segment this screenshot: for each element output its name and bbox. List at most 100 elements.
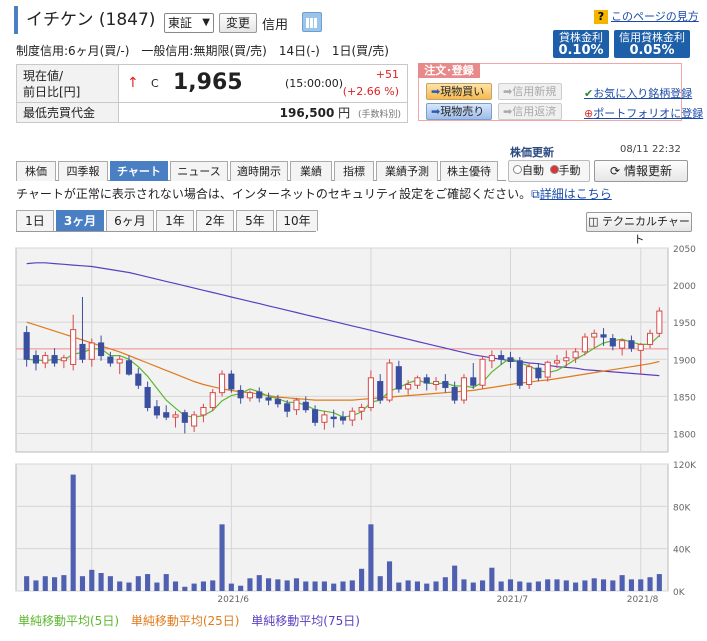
candle-body (628, 340, 635, 349)
detail-link[interactable]: 詳細はこちら (539, 187, 612, 201)
candle-body (414, 377, 421, 386)
price-tick-label: 2000 (673, 282, 696, 292)
candle-body (498, 355, 505, 360)
period-1y[interactable]: 1年 (156, 210, 194, 231)
volume-tick-label: 80K (673, 503, 691, 513)
auto-label: 自動 (522, 164, 544, 177)
change-button[interactable]: 変更 (219, 13, 257, 33)
volume-bar (182, 586, 188, 591)
tab-benefits[interactable]: 株主優待 (440, 161, 498, 181)
margin-lending-rate-badge[interactable]: 信用貸株金利 0.05% (614, 30, 690, 58)
candle-body (144, 386, 151, 408)
tab-stock-price[interactable]: 株価 (16, 161, 56, 181)
volume-bar (98, 573, 104, 591)
help-link[interactable]: ? このページの見方 (594, 8, 699, 24)
tab-results[interactable]: 業績 (290, 161, 332, 181)
buy-button[interactable]: ➡現物買い (426, 83, 492, 100)
volume-bar (638, 579, 644, 591)
candle-body (609, 338, 616, 347)
candle-body (377, 381, 384, 401)
tab-news[interactable]: ニュース (170, 161, 228, 181)
period-5y[interactable]: 5年 (236, 210, 274, 231)
chart-legend: 単純移動平均(5日) 単純移動平均(25日) 単純移動平均(75日) (18, 612, 368, 629)
volume-bar (293, 578, 300, 591)
candle-body (293, 399, 300, 411)
tab-chart[interactable]: チャート (110, 161, 168, 181)
candle-body (321, 414, 328, 423)
candle-body (349, 410, 356, 421)
candle-body (60, 357, 67, 362)
period-10y[interactable]: 10年 (276, 210, 318, 231)
margin-new-label: 信用新規 (512, 85, 557, 98)
auto-radio[interactable] (513, 165, 522, 174)
market-select[interactable]: 東証 ▼ (164, 13, 214, 33)
candle-body (386, 362, 393, 401)
calendar-icon[interactable] (302, 12, 322, 32)
period-1d[interactable]: 1日 (16, 210, 54, 231)
candle-body (339, 416, 347, 421)
portfolio-link[interactable]: ⊕ポートフォリオに登録 (584, 105, 703, 121)
price-time: (15:00:00) (285, 77, 343, 90)
candle-body (218, 373, 226, 394)
x-tick-label: 2021/7 (496, 595, 528, 604)
candle-body (656, 310, 663, 334)
x-tick-label: 2021/6 (217, 595, 249, 604)
order-panel (418, 63, 682, 121)
volume-bar (600, 579, 607, 591)
volume-chart: 120K 80K 40K 0K 2021/6 2021/7 2021/8 (15, 461, 697, 604)
candle-body (395, 366, 402, 390)
volume-bar (349, 580, 355, 591)
price-tick-label: 1800 (673, 430, 696, 440)
candle-body (516, 360, 523, 386)
min-trade-cell: 196,500 円 (手数料別) (118, 102, 408, 123)
candle-body (284, 403, 291, 412)
volume-bar (275, 579, 281, 591)
candle-body (470, 377, 477, 386)
tab-disclosure[interactable]: 適時開示 (230, 161, 288, 181)
sell-button-label: 現物売り (440, 105, 485, 118)
favorite-link[interactable]: ✔お気に入り銘柄登録 (584, 85, 692, 101)
candle-body (200, 406, 207, 416)
volume-bar (70, 474, 76, 591)
candle-body (32, 355, 40, 364)
sell-button[interactable]: ➡現物売り (426, 103, 492, 120)
refresh-button[interactable]: ⟳ 情報更新 (594, 160, 688, 182)
candle-body (228, 373, 235, 390)
volume-bar (256, 575, 262, 591)
price-change: +51 (375, 68, 399, 81)
technical-chart-button[interactable]: ◫ テクニカルチャート (586, 212, 692, 246)
volume-bar (172, 581, 179, 591)
candle-body (442, 381, 449, 388)
volume-bar (191, 583, 197, 591)
period-3m[interactable]: 3ヶ月 (56, 210, 104, 231)
page-title-bar: イチケン (1847) (14, 6, 155, 34)
margin-return-label: 信用返済 (512, 105, 557, 118)
min-trade-label: 最低売買代金 (16, 102, 119, 123)
manual-radio[interactable] (549, 165, 559, 174)
volume-bar (405, 580, 411, 591)
tab-indicators[interactable]: 指標 (334, 161, 374, 181)
volume-bar (145, 574, 151, 591)
candle-body (172, 414, 179, 418)
candle-body (51, 355, 58, 364)
lending-rate-label: 貸株金利 (559, 31, 603, 44)
candle-body (526, 366, 533, 385)
volume-tick-label: 40K (673, 546, 691, 556)
margin-new-button[interactable]: ➡信用新規 (498, 83, 562, 100)
lending-rate-badge[interactable]: 貸株金利 0.10% (553, 30, 609, 58)
stock-chart[interactable]: 2050 2000 1950 1900 1850 1800 120K 80K 40K 0K 202… (0, 236, 707, 604)
candle-body (79, 343, 86, 360)
margin-return-button[interactable]: ➡信用返済 (498, 103, 562, 120)
period-6m[interactable]: 6ヶ月 (106, 210, 154, 231)
price-chart: 2050 2000 1950 1900 1850 1800 (15, 245, 696, 453)
volume-bar (79, 576, 86, 591)
candle-body (246, 392, 254, 399)
period-2y[interactable]: 2年 (196, 210, 234, 231)
volume-bar (163, 574, 169, 591)
tab-shikiho[interactable]: 四季報 (58, 161, 108, 181)
portfolio-link-label: ポートフォリオに登録 (593, 107, 704, 120)
tab-forecast[interactable]: 業績予測 (376, 161, 438, 181)
arrow-right-icon: ➡ (503, 85, 513, 98)
volume-bar (61, 575, 67, 591)
lending-rate-value: 0.10% (558, 43, 604, 58)
